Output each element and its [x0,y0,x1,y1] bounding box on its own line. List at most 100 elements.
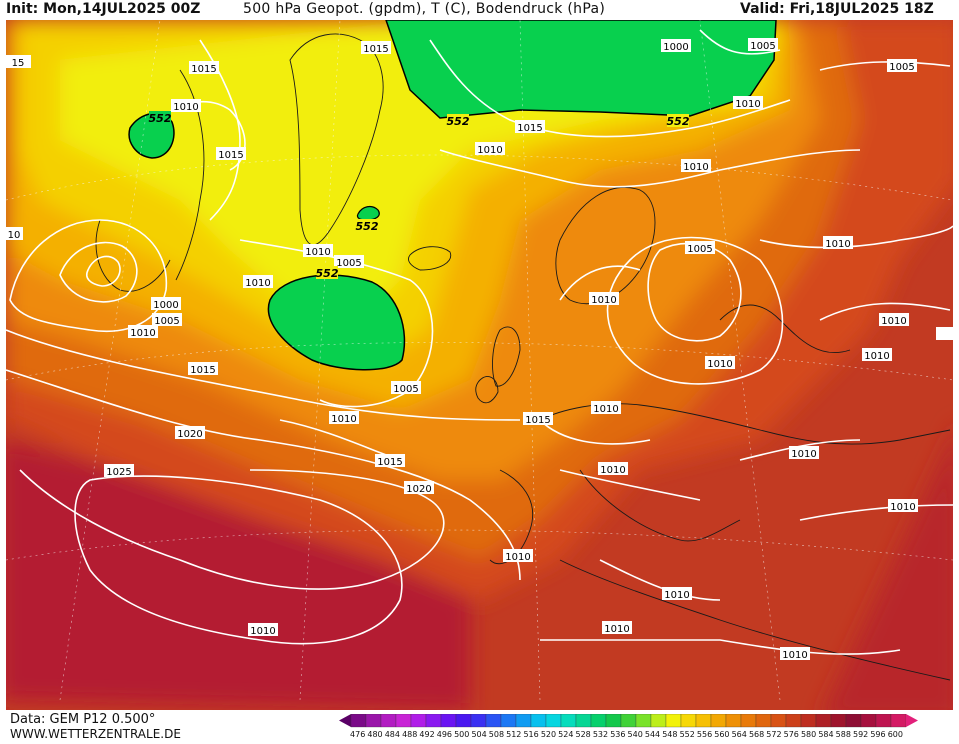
isobar-label: 1005 [334,255,364,269]
legend-swatch [725,714,742,728]
isobar-label: 1010 [681,159,711,173]
isobar-label: 1010 [823,236,853,250]
legend-tick-label: 496 [437,730,452,739]
legend-tick-label: 488 [402,730,417,739]
legend-swatch [545,714,562,728]
svg-text:552: 552 [149,112,172,125]
height-label: 552 [149,111,172,125]
isobar-label: 1010 [503,549,533,563]
svg-text:1010: 1010 [600,465,625,476]
legend-arrow-right [906,714,918,727]
isobar-label: 1015 [523,412,553,426]
legend-tick-label: 480 [367,730,382,739]
svg-text:1015: 1015 [218,150,243,161]
legend-arrow-left [339,714,351,727]
legend-tick-label: 484 [385,730,400,739]
isobar-label: 15 [6,55,31,69]
legend-tick-label: 520 [541,730,556,739]
color-scale-legend: 476 480 484 488 492 496 500 504 508 512 516 520 524 5… [339,714,918,739]
legend-swatch [455,714,472,728]
svg-text:552: 552 [667,115,690,128]
legend-tick-label: 524 [558,730,573,739]
header-bar: Init: Mon,14JUL2025 00Z 500 hPa Geopot. … [0,0,959,20]
isobar-label: 1005 [391,381,421,395]
isobar-label: 1015 [189,61,219,75]
legend-tick-label: 504 [471,730,486,739]
svg-text:1010: 1010 [890,502,915,513]
svg-text:1010: 1010 [707,359,732,370]
isobar-label: 1010 [303,244,333,258]
height-label: 552 [316,266,339,280]
legend-swatch [560,714,577,728]
isobar-label: 1010 [329,411,359,425]
legend-swatch [815,714,832,728]
svg-text:1015: 1015 [191,64,216,75]
svg-text:1010: 1010 [250,626,275,637]
legend-tick-label: 512 [506,730,521,739]
init-time-label: Init: Mon,14JUL2025 00Z [6,1,201,17]
svg-text:1015: 1015 [517,123,542,134]
isobar-label: 1010 [705,356,735,370]
legend-swatch [350,714,367,728]
legend-swatch [875,714,892,728]
svg-text:1010: 1010 [130,328,155,339]
isobar-label: 1005 [685,241,715,255]
height-region-greenland-north [385,20,777,119]
legend-swatch [695,714,712,728]
legend-tick-label: 548 [662,730,677,739]
svg-text:1010: 1010 [173,102,198,113]
svg-text:1010: 1010 [604,624,629,635]
isobar-label: 1010 [862,348,892,362]
svg-text:1005: 1005 [750,41,775,52]
legend-tick-label: 544 [645,730,660,739]
isobar-label: 1010 [475,142,505,156]
isobar-label: 1010 [879,313,909,327]
isobar-label: 1025 [104,464,134,478]
legend-tick-label: 500 [454,730,469,739]
isobar-label: 1010 [591,401,621,415]
legend-tick-label: 596 [870,730,885,739]
isobar-label: 1005 [152,313,182,327]
height-region-iceland [356,205,380,221]
isobar-label: 1010 [243,275,273,289]
legend-swatch [470,714,487,728]
svg-text:552: 552 [356,220,379,233]
data-source-label: Data: GEM P12 0.500° [10,712,156,727]
legend-swatch [770,714,787,728]
isobar-label: 1010 [662,587,692,601]
legend-tick-label: 572 [766,730,781,739]
isobar-label [936,327,953,340]
isobar-label: 1015 [188,362,218,376]
height-label: 552 [447,114,470,128]
isobar-label: 1005 [887,59,917,73]
legend-swatch [575,714,592,728]
isobar-label: 1010 [598,462,628,476]
legend-tick-label: 536 [610,730,625,739]
svg-text:1020: 1020 [406,484,431,495]
svg-text:1010: 1010 [505,552,530,563]
svg-text:1010: 1010 [477,145,502,156]
svg-text:1010: 1010 [864,351,889,362]
svg-text:552: 552 [447,115,470,128]
legend-swatch [890,714,907,728]
svg-text:1010: 1010 [664,590,689,601]
legend-tick-label: 556 [697,730,712,739]
legend-swatch [845,714,862,728]
legend-swatch [755,714,772,728]
isobar-label: 1020 [175,426,205,440]
isobar-label: 1015 [375,454,405,468]
svg-text:1010: 1010 [593,404,618,415]
isobar-label: 1015 [361,41,391,55]
legend-swatch [395,714,412,728]
isobar-label: 1020 [404,481,434,495]
isobar-label: 1010 [602,621,632,635]
isobar-label: 1010 [780,647,810,661]
svg-text:1025: 1025 [106,467,131,478]
isobar-label: 1000 [661,39,691,53]
svg-text:1000: 1000 [663,42,688,53]
isobar-label: 1010 [888,499,918,513]
svg-text:1005: 1005 [393,384,418,395]
svg-text:1015: 1015 [190,365,215,376]
isobar-label: 1010 [589,292,619,306]
legend-tick-label: 532 [593,730,608,739]
